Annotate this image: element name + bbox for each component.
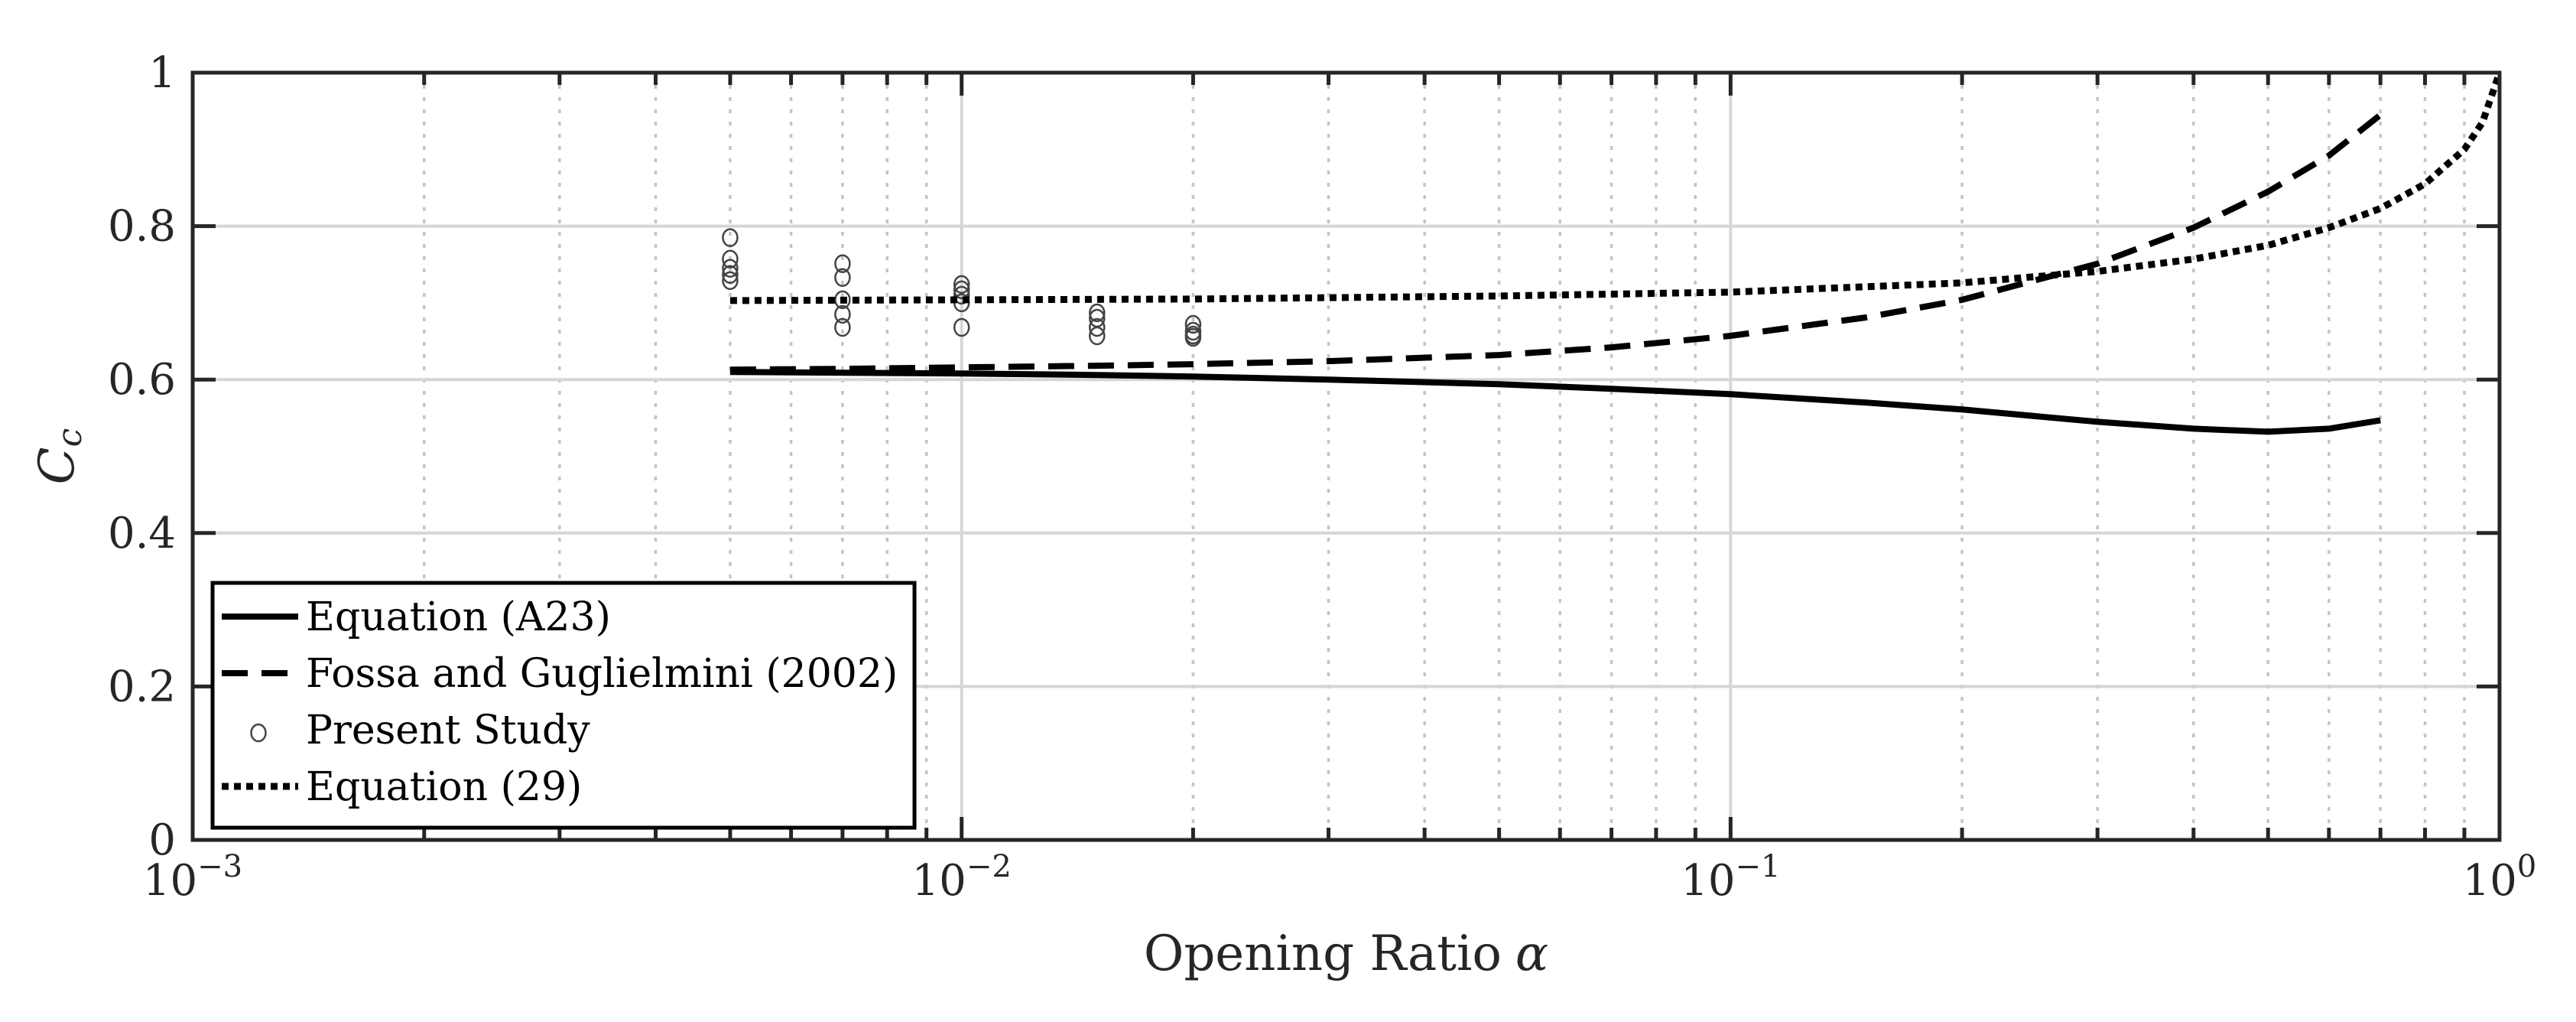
y-tick-label: 0.2 xyxy=(108,662,176,711)
data-point-present-study xyxy=(1089,303,1106,323)
x-tick-label: 10−3 xyxy=(143,849,242,906)
x-axis-label-text: Opening Ratio xyxy=(1144,926,1502,982)
data-point-present-study xyxy=(722,265,739,285)
data-point-present-study xyxy=(1184,327,1202,347)
series-line-0 xyxy=(729,369,2381,435)
data-point-present-study xyxy=(722,249,739,269)
y-axis-label-main: C xyxy=(29,447,86,484)
y-axis-label-sub: c xyxy=(50,428,89,448)
x-axis-label: Opening Ratio α xyxy=(1144,926,1548,982)
data-point-present-study xyxy=(722,228,739,247)
data-point-present-study xyxy=(953,280,970,300)
plot-series xyxy=(722,71,2503,435)
legend-box xyxy=(210,581,917,830)
x-tick-label: 10−1 xyxy=(1681,849,1780,906)
data-point-present-study xyxy=(834,254,851,273)
data-point-present-study xyxy=(953,317,970,337)
data-point-present-study xyxy=(834,290,851,310)
data-point-present-study xyxy=(1184,314,1202,334)
data-point-present-study xyxy=(953,275,970,295)
legend-marker xyxy=(250,723,267,743)
y-tick-label: 1 xyxy=(148,48,176,98)
series-line-3 xyxy=(729,71,2503,304)
x-axis-label-symbol: α xyxy=(1515,926,1548,982)
y-tick-label: 0 xyxy=(148,815,176,865)
legend-label: Equation (29) xyxy=(306,764,582,810)
data-point-present-study xyxy=(1089,326,1106,346)
legend-label: Equation (A23) xyxy=(306,594,611,640)
data-point-present-study xyxy=(834,317,851,337)
axis-ticks: 10−3 10−2 10−1 100 0 0.2 0.4 0.6 0.8 1 xyxy=(108,48,2536,906)
legend: Equation (A23) Fossa and Guglielmini (200… xyxy=(210,581,917,830)
plot-frame xyxy=(190,70,2502,842)
data-point-present-study xyxy=(834,304,851,324)
legend-label: Present Study xyxy=(306,708,590,753)
x-tick-label: 10−2 xyxy=(912,849,1012,906)
data-point-present-study xyxy=(953,285,970,305)
y-tick-label: 0.6 xyxy=(108,355,176,405)
legend-label: Fossa and Guglielmini (2002) xyxy=(306,651,898,697)
y-tick-label: 0.8 xyxy=(108,202,176,252)
data-point-present-study xyxy=(722,259,739,278)
data-point-present-study xyxy=(1089,317,1106,337)
x-tick-label: 100 xyxy=(2463,849,2537,906)
series-line-1 xyxy=(729,112,2383,373)
data-point-present-study xyxy=(722,271,739,291)
y-axis-label: Cc xyxy=(29,428,89,485)
data-point-present-study xyxy=(834,268,851,288)
y-tick-label: 0.4 xyxy=(108,509,176,558)
